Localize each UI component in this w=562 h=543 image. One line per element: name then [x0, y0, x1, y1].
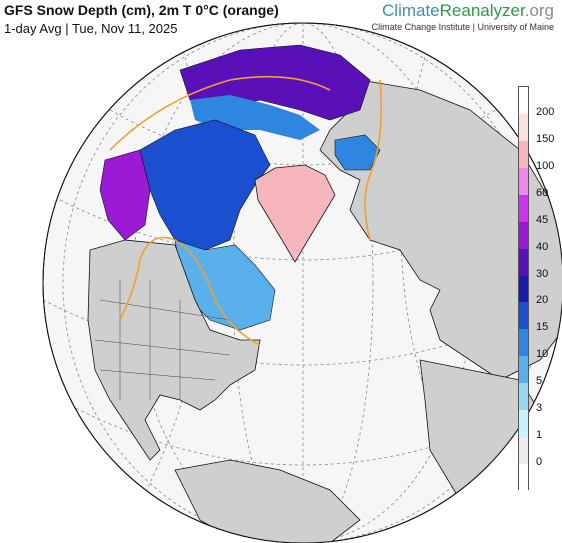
brand-credit: Climate Change Institute | University of…	[371, 22, 554, 32]
map-title: GFS Snow Depth (cm), 2m T 0°C (orange)	[4, 2, 279, 18]
legend-label: 0	[536, 456, 543, 469]
legend-label: 200	[536, 105, 555, 118]
legend-swatch	[519, 87, 528, 115]
legend-label: 30	[536, 267, 549, 280]
legend-label: 20	[536, 294, 549, 307]
legend-label: 60	[536, 186, 549, 199]
brand-part-3: .org	[524, 1, 554, 20]
brand-part-2: Reanalyzer	[439, 1, 525, 20]
legend-swatch	[519, 275, 528, 303]
brand-part-1: Climate	[382, 1, 440, 20]
legend-label: 5	[536, 375, 543, 388]
scandinavia-snow	[334, 134, 381, 171]
legend-swatch	[519, 437, 528, 465]
globe-outline	[42, 22, 562, 543]
legend-swatch	[519, 248, 528, 277]
legend-swatch	[519, 302, 528, 330]
freezing-line	[109, 75, 383, 346]
map-subtitle: 1-day Avg | Tue, Nov 11, 2025	[4, 21, 178, 36]
legend-label: 150	[536, 132, 555, 145]
legend-swatch	[519, 140, 528, 169]
legend-swatch	[519, 464, 528, 492]
legend-label: 15	[536, 321, 549, 334]
eurasia-land	[319, 79, 562, 381]
legend-swatch	[519, 113, 528, 142]
legend-swatch	[519, 167, 528, 196]
brand-logo[interactable]: ClimateReanalyzer.org	[382, 1, 554, 21]
legend-swatch	[519, 329, 528, 357]
legend-swatch	[519, 383, 528, 411]
legend-label: 100	[536, 159, 555, 172]
legend-label: 45	[536, 213, 549, 226]
legend-swatch	[519, 356, 528, 384]
legend-swatch	[519, 410, 528, 438]
legend-label: 40	[536, 240, 549, 253]
greenland-ice	[254, 164, 336, 263]
legend-label: 3	[536, 402, 543, 415]
legend-swatch	[519, 221, 528, 250]
legend-label: 1	[536, 429, 543, 442]
legend-swatch	[519, 194, 528, 223]
arctic-canada-snow	[139, 119, 271, 251]
alaska-snow	[99, 149, 151, 241]
legend-label: 10	[536, 348, 549, 361]
color-legend-bar	[518, 86, 529, 492]
state-borders	[94, 280, 231, 400]
